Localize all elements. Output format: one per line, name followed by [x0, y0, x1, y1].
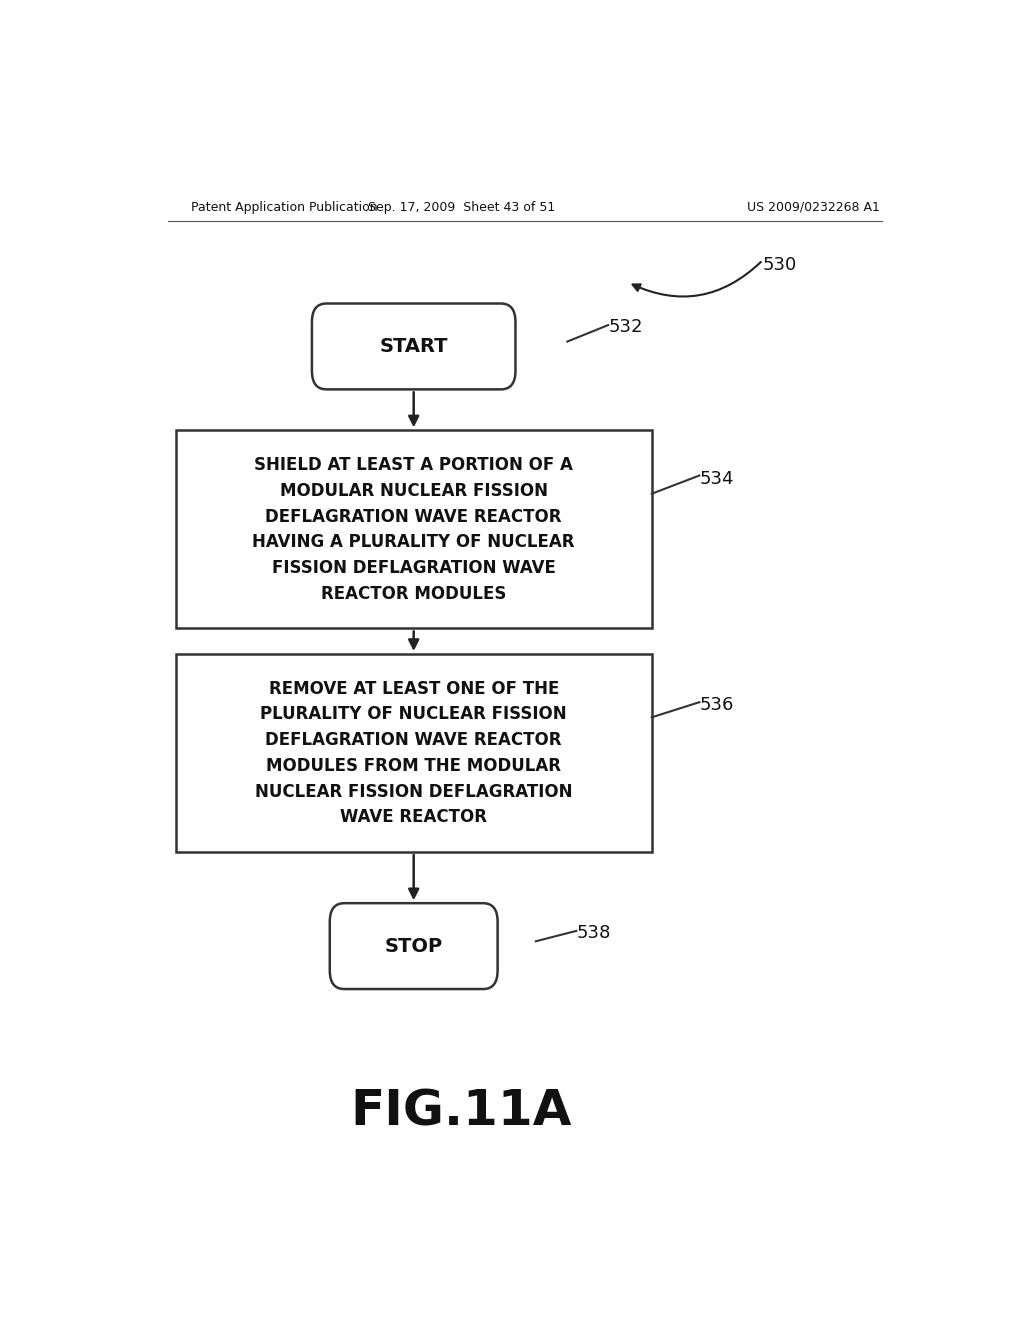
Text: 532: 532 [608, 318, 643, 337]
Text: Sep. 17, 2009  Sheet 43 of 51: Sep. 17, 2009 Sheet 43 of 51 [368, 201, 555, 214]
Text: REMOVE AT LEAST ONE OF THE
PLURALITY OF NUCLEAR FISSION
DEFLAGRATION WAVE REACTO: REMOVE AT LEAST ONE OF THE PLURALITY OF … [255, 680, 572, 826]
Text: FIG.11A: FIG.11A [350, 1088, 572, 1135]
FancyBboxPatch shape [312, 304, 515, 389]
Text: STOP: STOP [385, 937, 442, 956]
Text: 530: 530 [763, 256, 797, 275]
Text: START: START [380, 337, 447, 356]
Text: 534: 534 [699, 470, 734, 487]
Text: 536: 536 [699, 696, 734, 714]
Bar [176, 653, 651, 853]
Text: US 2009/0232268 A1: US 2009/0232268 A1 [748, 201, 880, 214]
Text: Patent Application Publication: Patent Application Publication [191, 201, 378, 214]
Text: 538: 538 [577, 924, 610, 942]
Text: SHIELD AT LEAST A PORTION OF A
MODULAR NUCLEAR FISSION
DEFLAGRATION WAVE REACTOR: SHIELD AT LEAST A PORTION OF A MODULAR N… [253, 457, 574, 603]
Bar [176, 430, 651, 628]
FancyBboxPatch shape [330, 903, 498, 989]
